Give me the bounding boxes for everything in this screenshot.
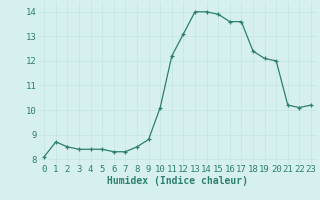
X-axis label: Humidex (Indice chaleur): Humidex (Indice chaleur): [107, 176, 248, 186]
